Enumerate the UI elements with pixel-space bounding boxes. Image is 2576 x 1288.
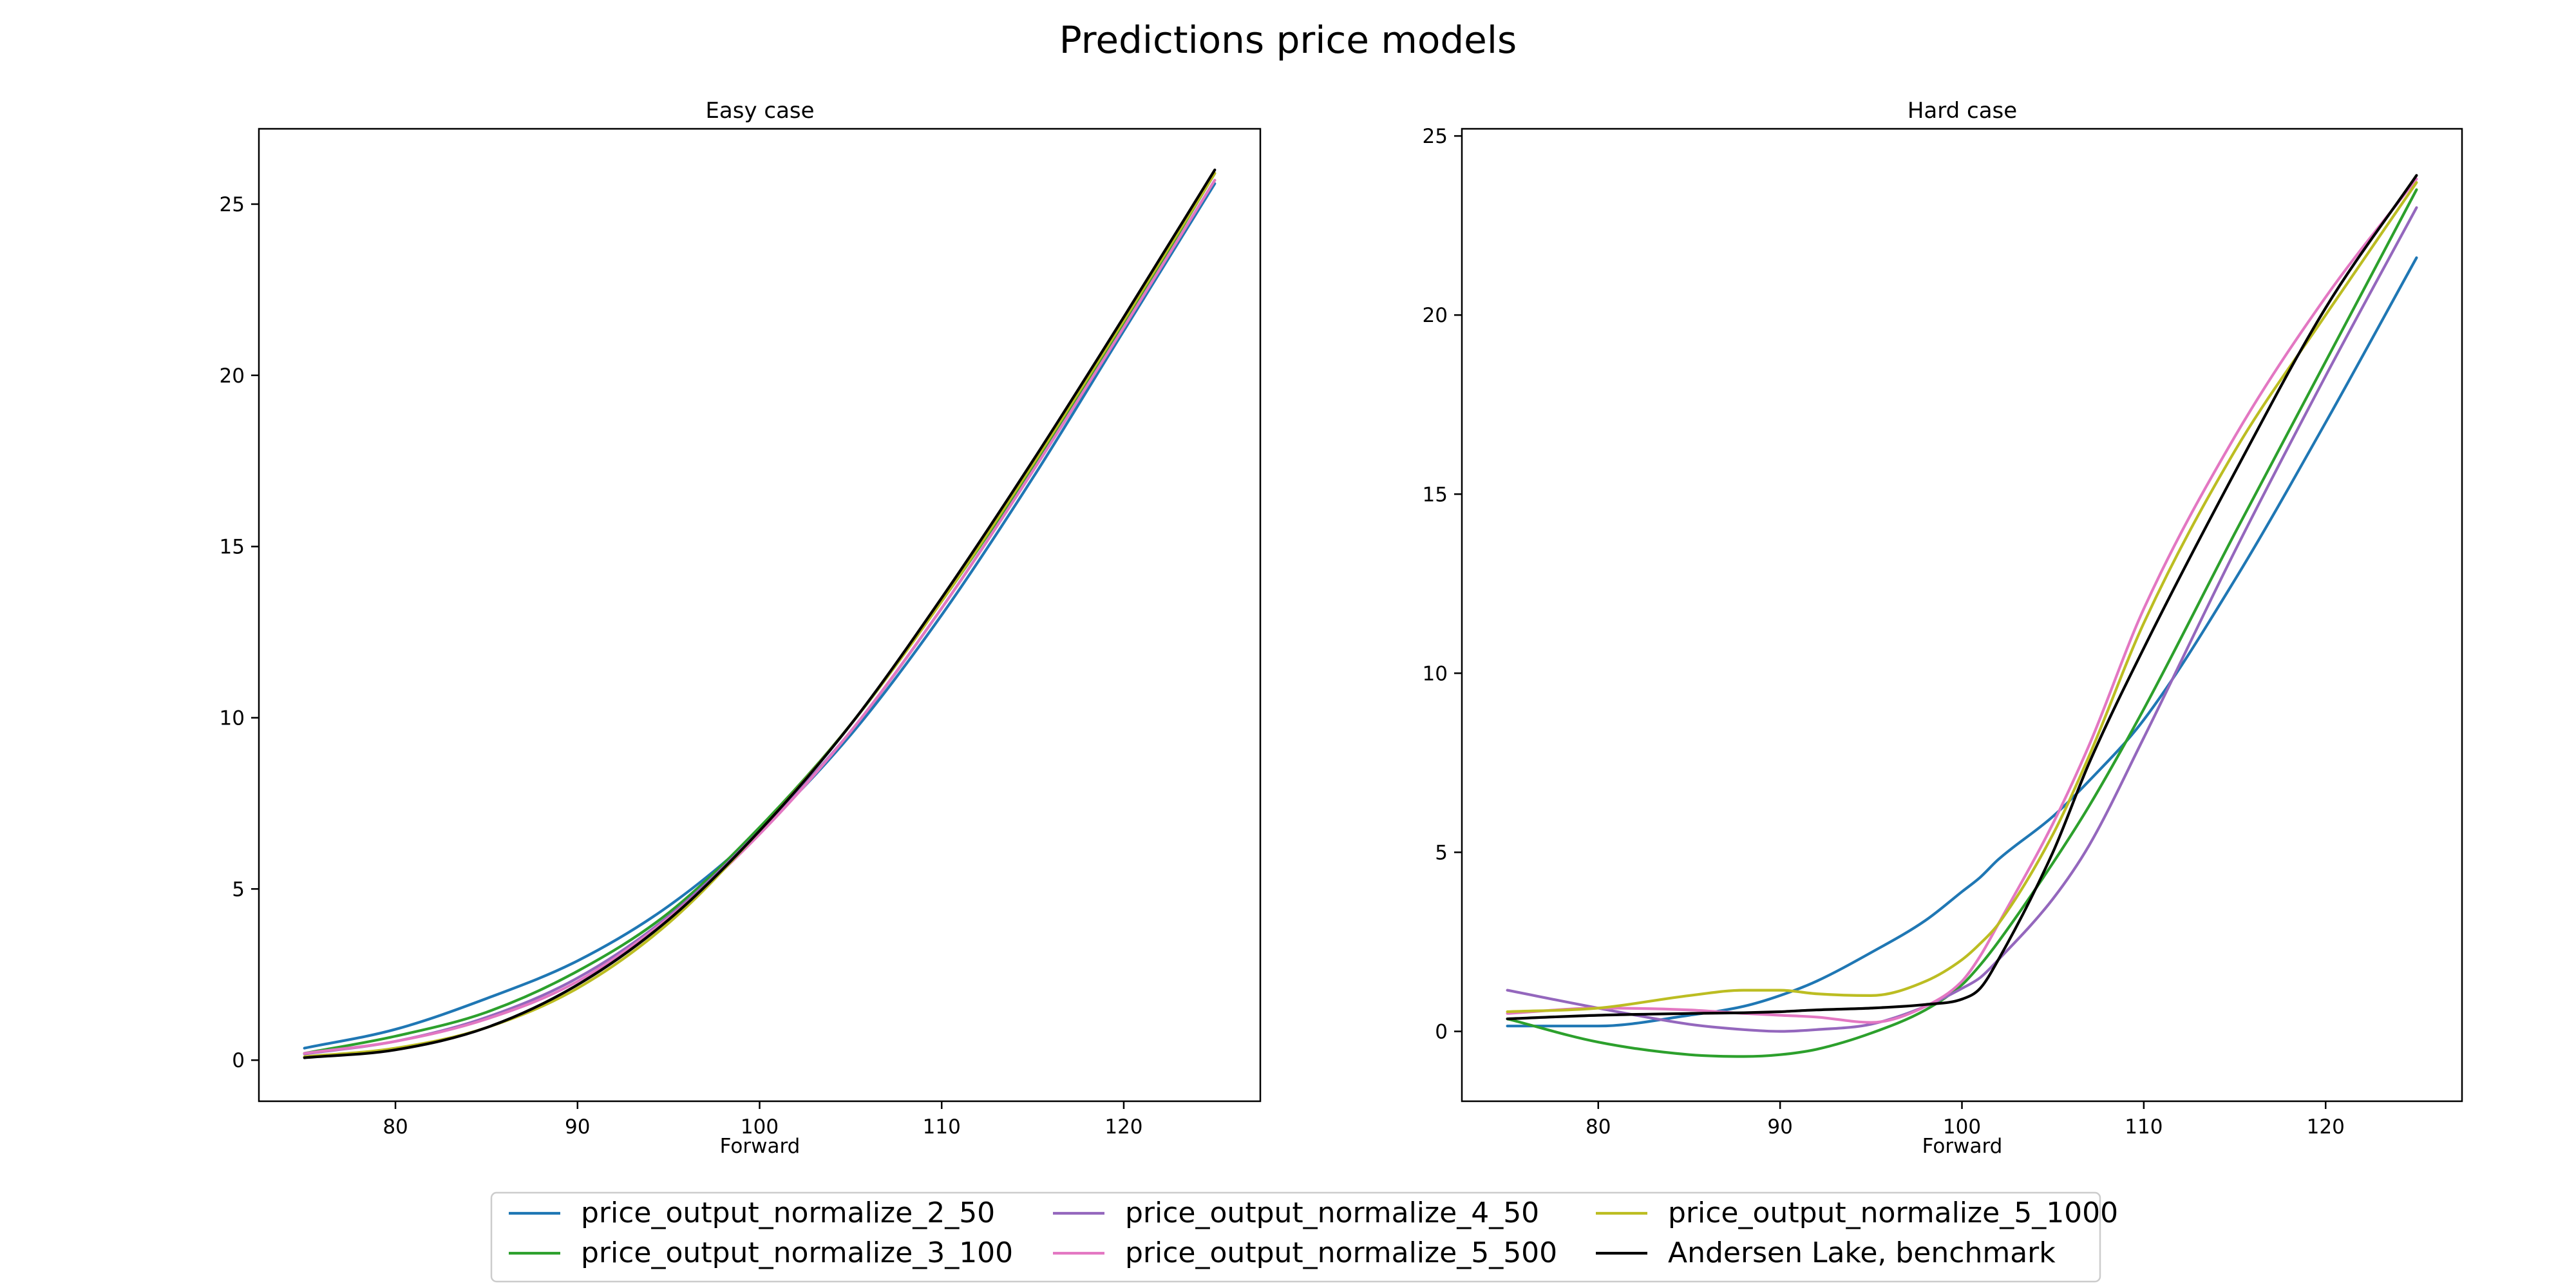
easy-case-y-tick-label: 0 [232,1049,245,1072]
easy-case-x-tick-label: 100 [741,1115,779,1139]
hard-case-title: Hard case [1908,98,2017,124]
easy-case-y-tick-label: 5 [232,878,245,901]
easy-case-title: Easy case [705,98,814,124]
easy-case-y-tick-label: 15 [220,536,245,559]
hard-case-x-tick-label: 120 [2307,1115,2345,1139]
legend-label-price-output-normalize-4-50: price_output_normalize_4_50 [1125,1197,1539,1229]
hard-case-y-tick-label: 20 [1423,304,1448,327]
easy-case-x-tick-label: 120 [1104,1115,1142,1139]
hard-case-y-tick-label: 25 [1423,125,1448,148]
easy-case-plot-frame [258,128,1262,1103]
easy-case-y-tick-label: 25 [220,193,245,216]
easy-case-y-tick-label: 20 [220,365,245,388]
hard-case-line-price-output-normalize-2-50 [1506,256,2418,1028]
hard-case-panel: Hard case 80 90 100 110 120 0 5 10 15 20 25 Forwar… [1423,98,2463,1158]
hard-case-line-price-output-normalize-5-500 [1506,177,2418,1024]
easy-case-line-price-output-normalize-4-50 [303,178,1217,1056]
hard-case-x-tick-label: 80 [1586,1115,1611,1139]
easy-case-lines [303,168,1217,1059]
easy-case-line-price-output-normalize-2-50 [303,182,1217,1050]
hard-case-line-price-output-normalize-5-1000 [1506,181,2418,1014]
hard-case-line-andersen-lake-benchmark [1506,174,2418,1021]
easy-case-panel: Easy case 80 90 100 110 120 0 5 10 15 20 25 Forwar… [220,98,1262,1158]
easy-case-line-price-output-normalize-3-100 [303,172,1217,1055]
legend-label-price-output-normalize-3-100: price_output_normalize_3_100 [581,1236,1013,1269]
hard-case-x-tick-label: 110 [2125,1115,2163,1139]
easy-case-x-tick-label: 110 [923,1115,961,1139]
hard-case-x-axis-label: Forward [1922,1135,2003,1158]
legend-label-price-output-normalize-5-1000: price_output_normalize_5_1000 [1668,1197,2118,1229]
easy-case-x-axis-label: Forward [720,1135,800,1158]
easy-case-y-tick-label: 10 [220,707,245,730]
hard-case-y-tick-label: 0 [1435,1021,1448,1044]
legend-label-price-output-normalize-2-50: price_output_normalize_2_50 [581,1197,995,1229]
legend-label-price-output-normalize-5-500: price_output_normalize_5_500 [1125,1236,1557,1269]
hard-case-line-price-output-normalize-3-100 [1506,188,2418,1058]
hard-case-y-tick-label: 10 [1423,662,1448,685]
easy-case-line-price-output-normalize-5-500 [303,178,1217,1055]
hard-case-x-tick-label: 100 [1943,1115,1981,1139]
legend-frame [490,1191,2101,1283]
hard-case-line-price-output-normalize-4-50 [1506,206,2418,1033]
easy-case-line-andersen-lake-benchmark [303,168,1217,1059]
easy-case-ticks: 80 90 100 110 120 0 5 10 15 20 25 [220,193,1143,1139]
figure-title: Predictions price models [1059,18,1517,62]
hard-case-y-tick-label: 15 [1423,483,1448,506]
easy-case-line-price-output-normalize-5-1000 [303,172,1217,1058]
hard-case-x-tick-label: 90 [1767,1115,1792,1139]
easy-case-x-tick-label: 90 [565,1115,590,1139]
legend: price_output_normalize_2_50 price_output_… [490,1191,2118,1283]
legend-label-andersen-lake-benchmark: Andersen Lake, benchmark [1668,1236,2056,1269]
hard-case-plot-frame [1461,128,2463,1103]
hard-case-lines [1506,174,2418,1058]
easy-case-x-tick-label: 80 [383,1115,408,1139]
hard-case-y-tick-label: 5 [1435,841,1448,864]
hard-case-ticks: 80 90 100 110 120 0 5 10 15 20 25 [1423,125,2345,1139]
